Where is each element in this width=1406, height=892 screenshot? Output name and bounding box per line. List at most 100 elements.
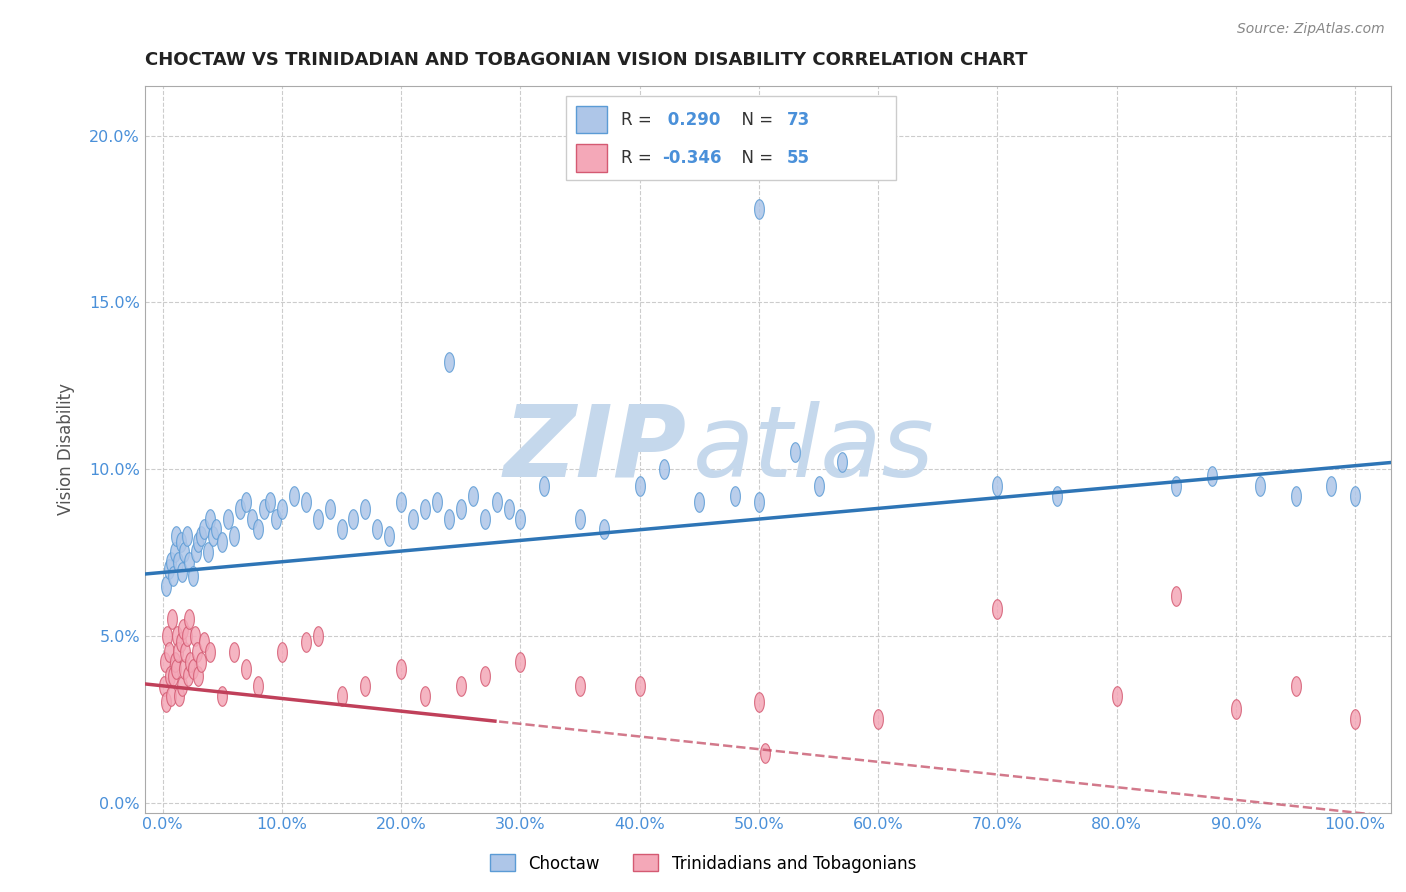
- Point: [509, 656, 531, 670]
- Point: [224, 529, 246, 543]
- Point: [986, 602, 1008, 616]
- Point: [174, 645, 197, 659]
- Point: [224, 645, 246, 659]
- Text: Source: ZipAtlas.com: Source: ZipAtlas.com: [1237, 22, 1385, 37]
- Point: [259, 495, 281, 509]
- Point: [474, 669, 496, 683]
- Point: [509, 512, 531, 526]
- Point: [569, 679, 592, 693]
- Point: [593, 522, 616, 536]
- Point: [186, 645, 208, 659]
- Point: [264, 512, 287, 526]
- Text: CHOCTAW VS TRINIDADIAN AND TOBAGONIAN VISION DISABILITY CORRELATION CHART: CHOCTAW VS TRINIDADIAN AND TOBAGONIAN VI…: [145, 51, 1028, 69]
- Point: [724, 489, 747, 503]
- Point: [211, 535, 233, 549]
- Point: [160, 612, 183, 626]
- Point: [229, 502, 252, 516]
- Text: N =: N =: [731, 149, 778, 167]
- Point: [628, 679, 651, 693]
- Point: [378, 529, 401, 543]
- Point: [294, 495, 316, 509]
- Point: [173, 545, 195, 559]
- Point: [160, 689, 183, 703]
- Point: [271, 502, 294, 516]
- Point: [160, 556, 183, 570]
- Point: [177, 556, 200, 570]
- Point: [754, 746, 776, 760]
- Point: [783, 445, 806, 459]
- Point: [1166, 479, 1188, 493]
- Point: [211, 689, 233, 703]
- Point: [366, 522, 388, 536]
- Point: [688, 495, 710, 509]
- Point: [156, 629, 179, 643]
- Point: [498, 502, 520, 516]
- Point: [628, 479, 651, 493]
- Point: [1284, 489, 1306, 503]
- Point: [1046, 489, 1069, 503]
- Point: [190, 529, 212, 543]
- Text: R =: R =: [621, 111, 657, 128]
- Point: [170, 566, 193, 580]
- Point: [163, 656, 186, 670]
- Text: 0.290: 0.290: [662, 111, 720, 128]
- Point: [1105, 689, 1128, 703]
- Point: [1284, 679, 1306, 693]
- Point: [187, 669, 209, 683]
- Point: [868, 712, 890, 726]
- Point: [153, 679, 176, 693]
- Point: [1344, 712, 1367, 726]
- Point: [190, 656, 212, 670]
- Text: ZIP: ZIP: [503, 401, 688, 498]
- Point: [450, 679, 472, 693]
- Point: [330, 689, 353, 703]
- Point: [157, 645, 180, 659]
- Legend: Choctaw, Trinidadians and Tobagonians: Choctaw, Trinidadians and Tobagonians: [484, 847, 922, 880]
- Point: [485, 495, 508, 509]
- Point: [165, 662, 187, 676]
- Point: [318, 502, 340, 516]
- Point: [193, 522, 215, 536]
- Point: [235, 495, 257, 509]
- FancyBboxPatch shape: [576, 145, 607, 172]
- Point: [155, 579, 177, 593]
- Point: [170, 679, 193, 693]
- Point: [197, 545, 219, 559]
- Point: [169, 635, 191, 649]
- Point: [986, 479, 1008, 493]
- Point: [569, 512, 592, 526]
- Text: R =: R =: [621, 149, 657, 167]
- Point: [200, 512, 222, 526]
- Point: [450, 502, 472, 516]
- Point: [413, 502, 436, 516]
- Point: [354, 502, 377, 516]
- Point: [294, 635, 316, 649]
- Text: 73: 73: [786, 111, 810, 128]
- Point: [1320, 479, 1343, 493]
- Point: [271, 645, 294, 659]
- Point: [402, 512, 425, 526]
- Point: [748, 495, 770, 509]
- Point: [1166, 589, 1188, 603]
- Point: [169, 535, 191, 549]
- Point: [389, 662, 412, 676]
- Point: [166, 629, 188, 643]
- Point: [342, 512, 364, 526]
- Point: [307, 629, 329, 643]
- Point: [389, 495, 412, 509]
- Point: [165, 529, 187, 543]
- Point: [205, 522, 228, 536]
- Point: [201, 529, 224, 543]
- Point: [330, 522, 353, 536]
- Point: [748, 696, 770, 710]
- Point: [807, 479, 830, 493]
- Point: [253, 502, 276, 516]
- Point: [1201, 468, 1223, 483]
- Point: [181, 662, 204, 676]
- Point: [163, 545, 186, 559]
- Point: [176, 629, 198, 643]
- Y-axis label: Vision Disability: Vision Disability: [58, 383, 75, 515]
- Point: [247, 679, 270, 693]
- Point: [184, 545, 207, 559]
- Point: [181, 568, 204, 582]
